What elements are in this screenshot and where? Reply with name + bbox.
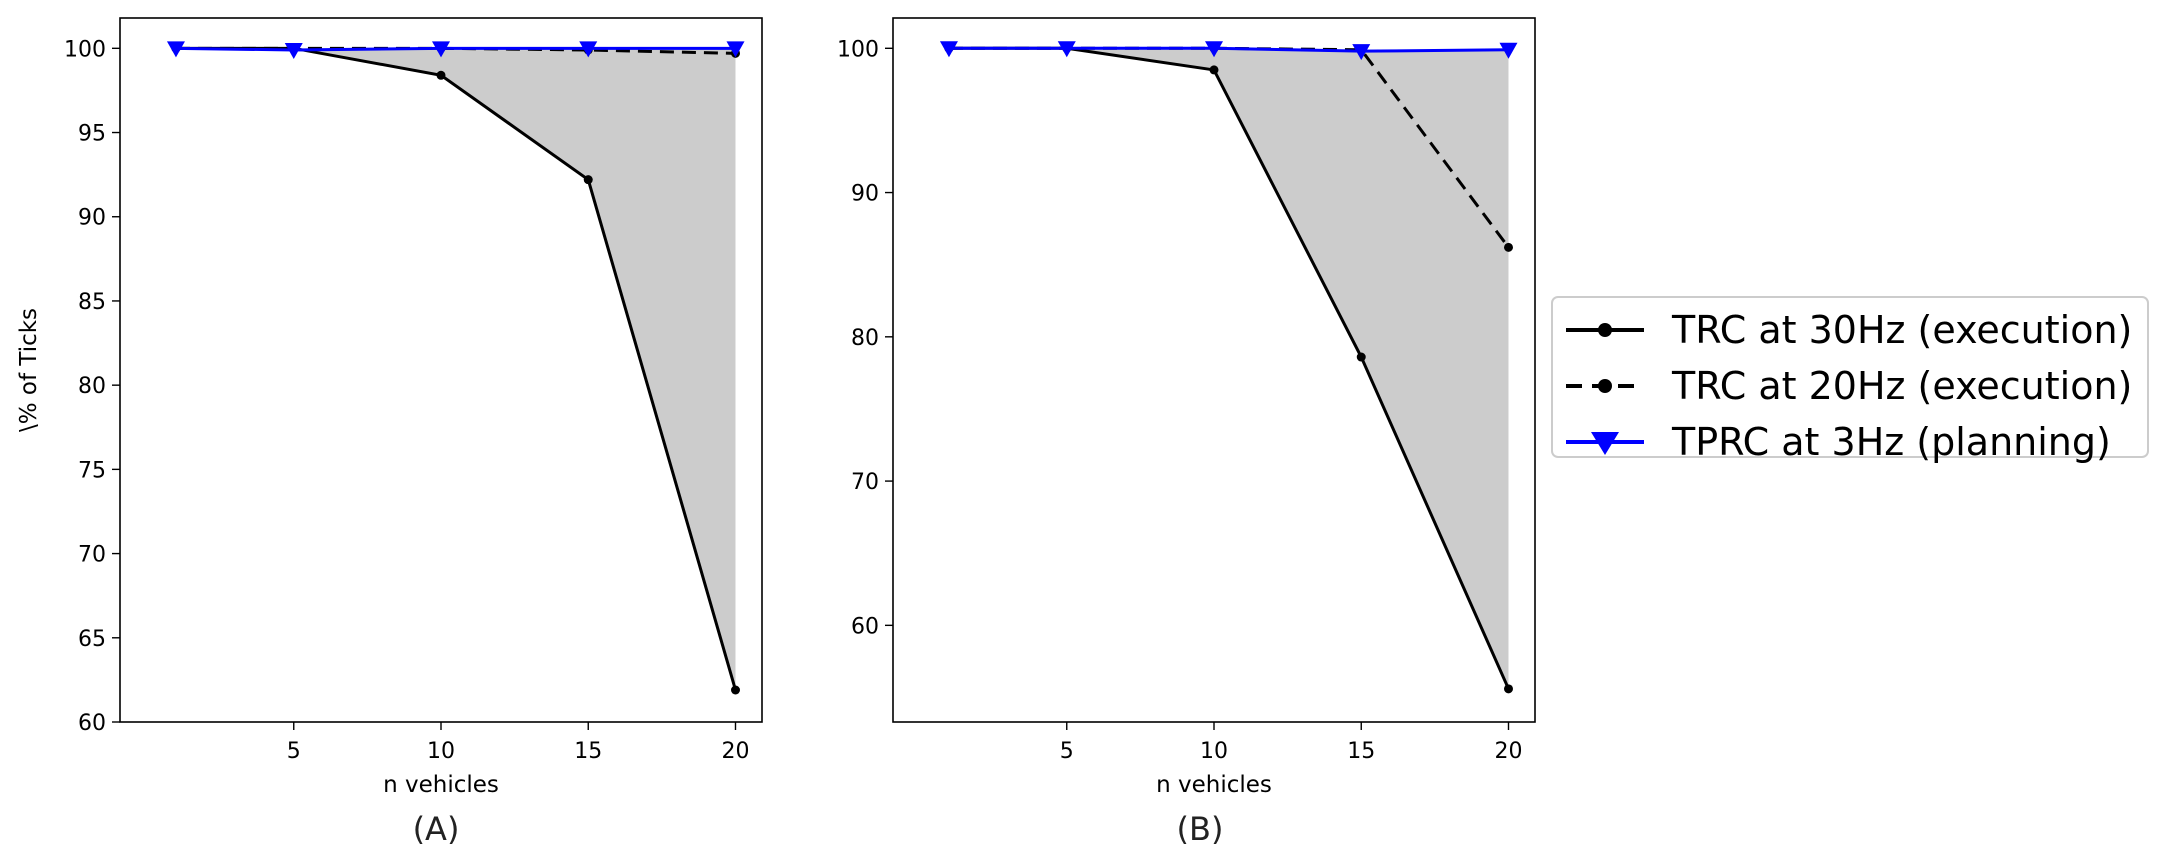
data-point — [1499, 42, 1518, 59]
legend-marker — [1598, 323, 1612, 337]
data-point — [1209, 65, 1219, 75]
y-tick-label: 80 — [851, 326, 879, 351]
data-point — [1352, 44, 1371, 61]
legend-marker — [1598, 379, 1612, 393]
legend-label: TRC at 30Hz (execution) — [1671, 308, 2132, 352]
data-point — [284, 43, 303, 59]
y-tick-label: 65 — [78, 627, 106, 652]
y-tick-label: 70 — [78, 543, 106, 568]
y-tick-label: 85 — [78, 290, 106, 315]
legend-label: TPRC at 3Hz (planning) — [1671, 420, 2111, 464]
y-tick-label: 60 — [851, 614, 879, 639]
x-axis-label: n vehicles — [383, 772, 499, 798]
data-point — [1205, 41, 1223, 58]
data-point — [432, 41, 450, 58]
x-tick-label: 5 — [287, 739, 301, 764]
x-tick-label: 15 — [1347, 739, 1375, 764]
data-point — [726, 41, 745, 58]
panel-label: (B) — [1177, 810, 1224, 848]
chart-panel-b: 5 10 15 20 60 70 80 90 100 n vehicles (B) — [837, 17, 1536, 848]
x-axis-label: n vehicles — [1156, 772, 1272, 798]
y-tick-label: 95 — [78, 122, 106, 147]
x-tick-label: 20 — [1494, 739, 1522, 764]
legend: TRC at 30Hz (execution) TRC at 20Hz (exec… — [1551, 296, 2149, 464]
data-point — [583, 175, 593, 185]
x-tick-label: 10 — [427, 739, 455, 764]
fill-between-area — [175, 48, 736, 690]
data-point — [579, 41, 598, 58]
y-axis-label: \% of Ticks — [16, 308, 42, 432]
legend-marker — [1591, 432, 1619, 455]
y-tick-label: 70 — [851, 470, 879, 495]
x-tick-label: 10 — [1200, 739, 1228, 764]
chart-panel-a: 5 10 15 20 60 65 70 75 80 85 90 95 100 n vehicles \% o… — [16, 17, 763, 848]
data-point — [1057, 41, 1076, 58]
data-point — [1503, 242, 1513, 252]
x-tick-label: 15 — [574, 739, 602, 764]
x-tick-label: 5 — [1060, 739, 1074, 764]
data-point — [166, 41, 185, 58]
y-tick-label: 90 — [78, 206, 106, 231]
data-point — [730, 685, 740, 695]
legend-box — [1551, 296, 2149, 458]
y-tick-label: 75 — [78, 458, 106, 483]
fill-between-area — [948, 48, 1509, 689]
data-point — [1356, 352, 1366, 362]
y-tick-label: 100 — [64, 37, 106, 62]
y-tick-label: 80 — [78, 374, 106, 399]
series-line — [175, 46, 736, 52]
x-tick-label: 20 — [721, 739, 749, 764]
y-tick-label: 90 — [851, 182, 879, 207]
legend-label: TRC at 20Hz (execution) — [1671, 364, 2132, 408]
panel-label: (A) — [413, 810, 460, 848]
data-point — [436, 70, 446, 80]
y-tick-label: 100 — [837, 37, 879, 62]
data-point — [1503, 684, 1513, 694]
y-tick-label: 60 — [78, 711, 106, 736]
data-point — [939, 41, 958, 58]
